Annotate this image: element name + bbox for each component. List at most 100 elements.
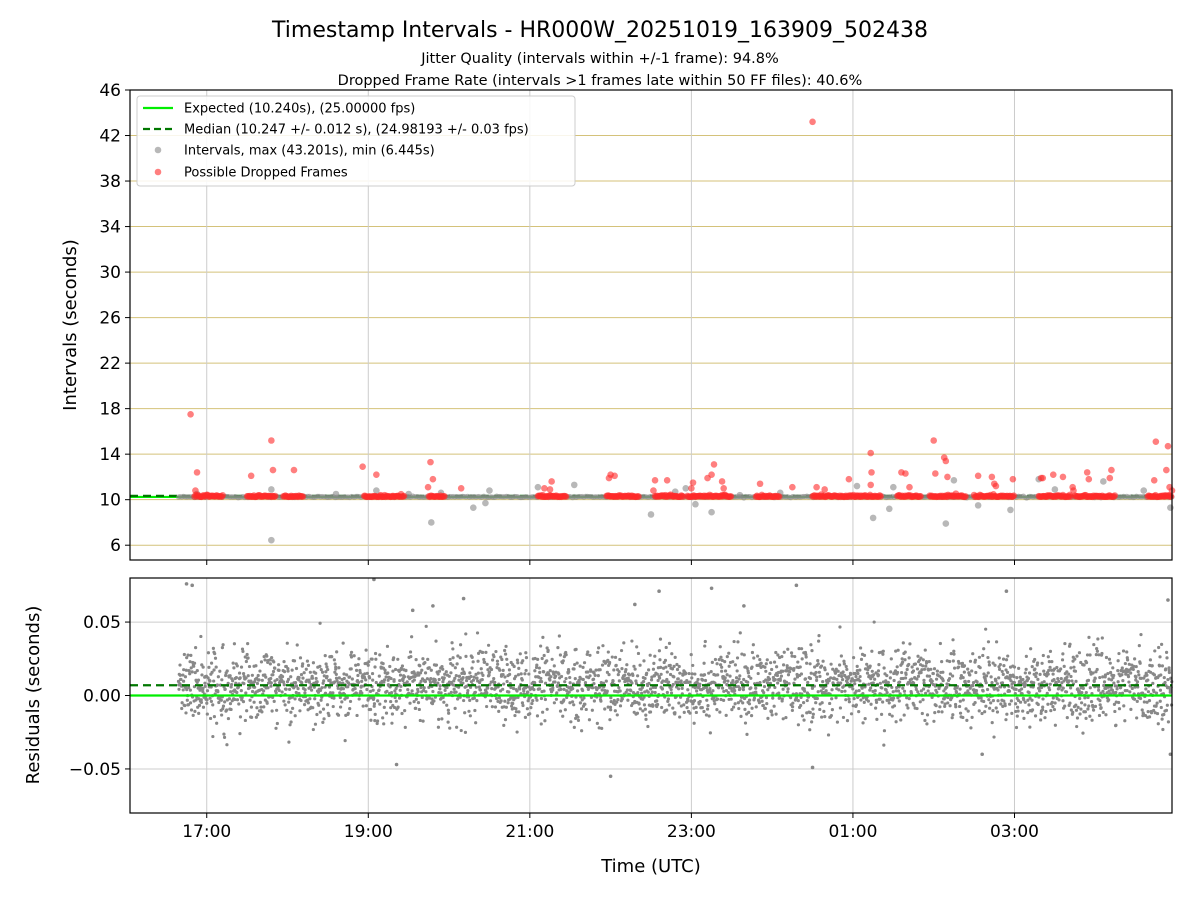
residual-point (671, 682, 675, 687)
dropped-frame-point (1059, 473, 1067, 481)
residual-point (902, 689, 907, 693)
residual-point (313, 722, 318, 726)
residual-point (887, 701, 891, 705)
residual-point (275, 721, 279, 726)
residual-point (552, 664, 556, 668)
residual-point (921, 687, 926, 691)
residual-point (745, 732, 749, 737)
residual-point (479, 667, 483, 671)
residual-point (859, 646, 863, 650)
residual-point (213, 652, 217, 656)
bottom-y-tick-label: 0.00 (83, 687, 121, 707)
chart-subtitle-jitter: Jitter Quality (intervals within +/-1 fr… (420, 51, 779, 67)
residual-point (724, 713, 728, 717)
residual-point (1109, 670, 1113, 675)
residual-point (294, 666, 299, 671)
residual-point (418, 664, 422, 668)
residual-point (539, 644, 543, 648)
residual-point (1014, 687, 1018, 691)
residual-point (1003, 704, 1007, 708)
residual-point (250, 673, 254, 677)
residual-point (216, 690, 220, 694)
residual-point (220, 713, 224, 717)
residual-point (1165, 703, 1169, 707)
residual-point (377, 674, 381, 678)
residual-point (710, 660, 714, 664)
residual-point (772, 660, 777, 664)
residual-point (644, 713, 648, 717)
residual-point (627, 673, 632, 677)
residual-point (468, 671, 472, 675)
residual-point (381, 716, 385, 720)
residual-point (984, 674, 989, 678)
residual-point (737, 677, 741, 681)
residual-point (952, 666, 957, 670)
residual-point (497, 709, 501, 713)
residual-point (617, 679, 621, 683)
residual-point (948, 704, 952, 708)
interval-outlier-point (1100, 478, 1107, 485)
residual-point (640, 691, 644, 695)
residual-point (726, 691, 730, 695)
residual-point (586, 650, 590, 654)
residual-point (660, 687, 664, 691)
residual-point (957, 661, 961, 665)
residual-point (702, 709, 706, 714)
residual-point (458, 656, 462, 660)
residual-point (956, 665, 961, 669)
residual-point (649, 678, 654, 682)
residual-point (923, 718, 927, 723)
residual-point (468, 698, 472, 702)
residual-point (816, 658, 820, 663)
residual-point (1146, 678, 1150, 682)
residual-point (542, 689, 546, 693)
residual-point (369, 718, 373, 722)
residual-point (775, 673, 780, 678)
dropped-frame-point (1163, 466, 1170, 474)
residual-point (624, 667, 628, 672)
residual-point (398, 678, 402, 683)
residual-point (924, 664, 928, 668)
residual-point (779, 674, 784, 678)
residual-point (446, 720, 450, 724)
residual-point (1160, 642, 1164, 647)
residual-point (1063, 641, 1067, 646)
residual-point (1049, 709, 1053, 713)
residual-point (385, 689, 389, 693)
residual-point (622, 641, 626, 645)
residual-point (934, 704, 938, 708)
dropped-frame-point (1083, 469, 1091, 476)
residual-point (422, 686, 426, 690)
residual-point (830, 708, 834, 712)
residual-point (1053, 701, 1057, 705)
residual-point (208, 679, 212, 683)
interval-outlier-point (692, 500, 699, 508)
residual-point (1030, 665, 1034, 669)
residual-point (1048, 649, 1053, 654)
residual-point (324, 662, 328, 666)
residual-point (718, 645, 722, 649)
residual-point (1116, 680, 1120, 684)
residual-point (1047, 688, 1052, 692)
residual-point (1092, 679, 1096, 684)
residual-point (335, 650, 339, 654)
residual-point (476, 659, 480, 663)
residual-point (483, 660, 487, 664)
residual-point (1167, 670, 1171, 675)
residual-point (357, 657, 361, 661)
residual-point (689, 653, 693, 657)
residual-point (414, 657, 418, 662)
residual-point (971, 683, 975, 688)
residual-point (200, 673, 204, 677)
residual-point (903, 658, 907, 662)
residual-point (1075, 654, 1079, 658)
residual-point (231, 679, 235, 683)
residual-point (519, 672, 523, 676)
residual-point (263, 658, 267, 662)
residual-point (556, 681, 560, 685)
residual-point (311, 706, 315, 710)
residual-point (358, 671, 362, 675)
residual-point (203, 681, 207, 685)
residual-point (1073, 669, 1078, 673)
residual-point (373, 719, 377, 723)
